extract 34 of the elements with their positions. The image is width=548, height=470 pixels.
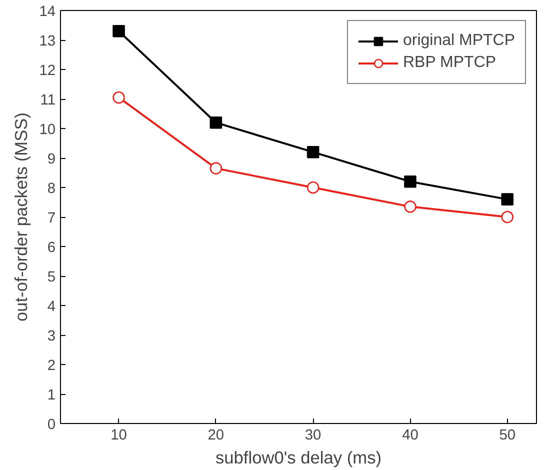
y-tick-label: 8 (47, 181, 56, 197)
y-tick-label: 9 (47, 152, 56, 168)
x-axis-title: subflow0's delay (ms) (215, 448, 382, 468)
y-axis-title: out-of-order packets (MSS) (11, 112, 32, 322)
legend-label: RBP MPTCP (402, 54, 496, 72)
point (306, 181, 320, 194)
x-tick-label: 40 (402, 428, 418, 444)
x-tick-label: 30 (304, 428, 322, 444)
y-tick-label: 5 (47, 270, 56, 286)
y-tick-label: 4 (47, 299, 56, 315)
point (501, 193, 514, 206)
y-tick-label: 2 (47, 358, 56, 374)
legend-label: original MPTCP (402, 32, 515, 50)
point (501, 210, 514, 224)
point (210, 116, 222, 129)
y-tick-label: 11 (40, 92, 56, 108)
x-tick-label: 10 (110, 428, 127, 444)
y-tick-label: 3 (47, 328, 56, 344)
y-tick-label: 1 (47, 388, 56, 404)
point (210, 162, 222, 174)
y-tick-label: 10 (39, 122, 56, 138)
point (404, 200, 416, 213)
y-tick-label: 12 (39, 63, 56, 79)
point (112, 25, 125, 38)
x-tick-label: 20 (208, 428, 224, 444)
point (112, 91, 125, 104)
point (404, 175, 416, 188)
y-tick-label: 7 (47, 210, 56, 226)
y-tick-label: 0 (47, 417, 56, 433)
x-tick-label: 50 (499, 428, 516, 444)
y-tick-label: 14 (39, 4, 56, 20)
y-tick-label: 13 (39, 34, 56, 50)
y-tick-label: 6 (47, 240, 56, 256)
point (306, 146, 320, 158)
